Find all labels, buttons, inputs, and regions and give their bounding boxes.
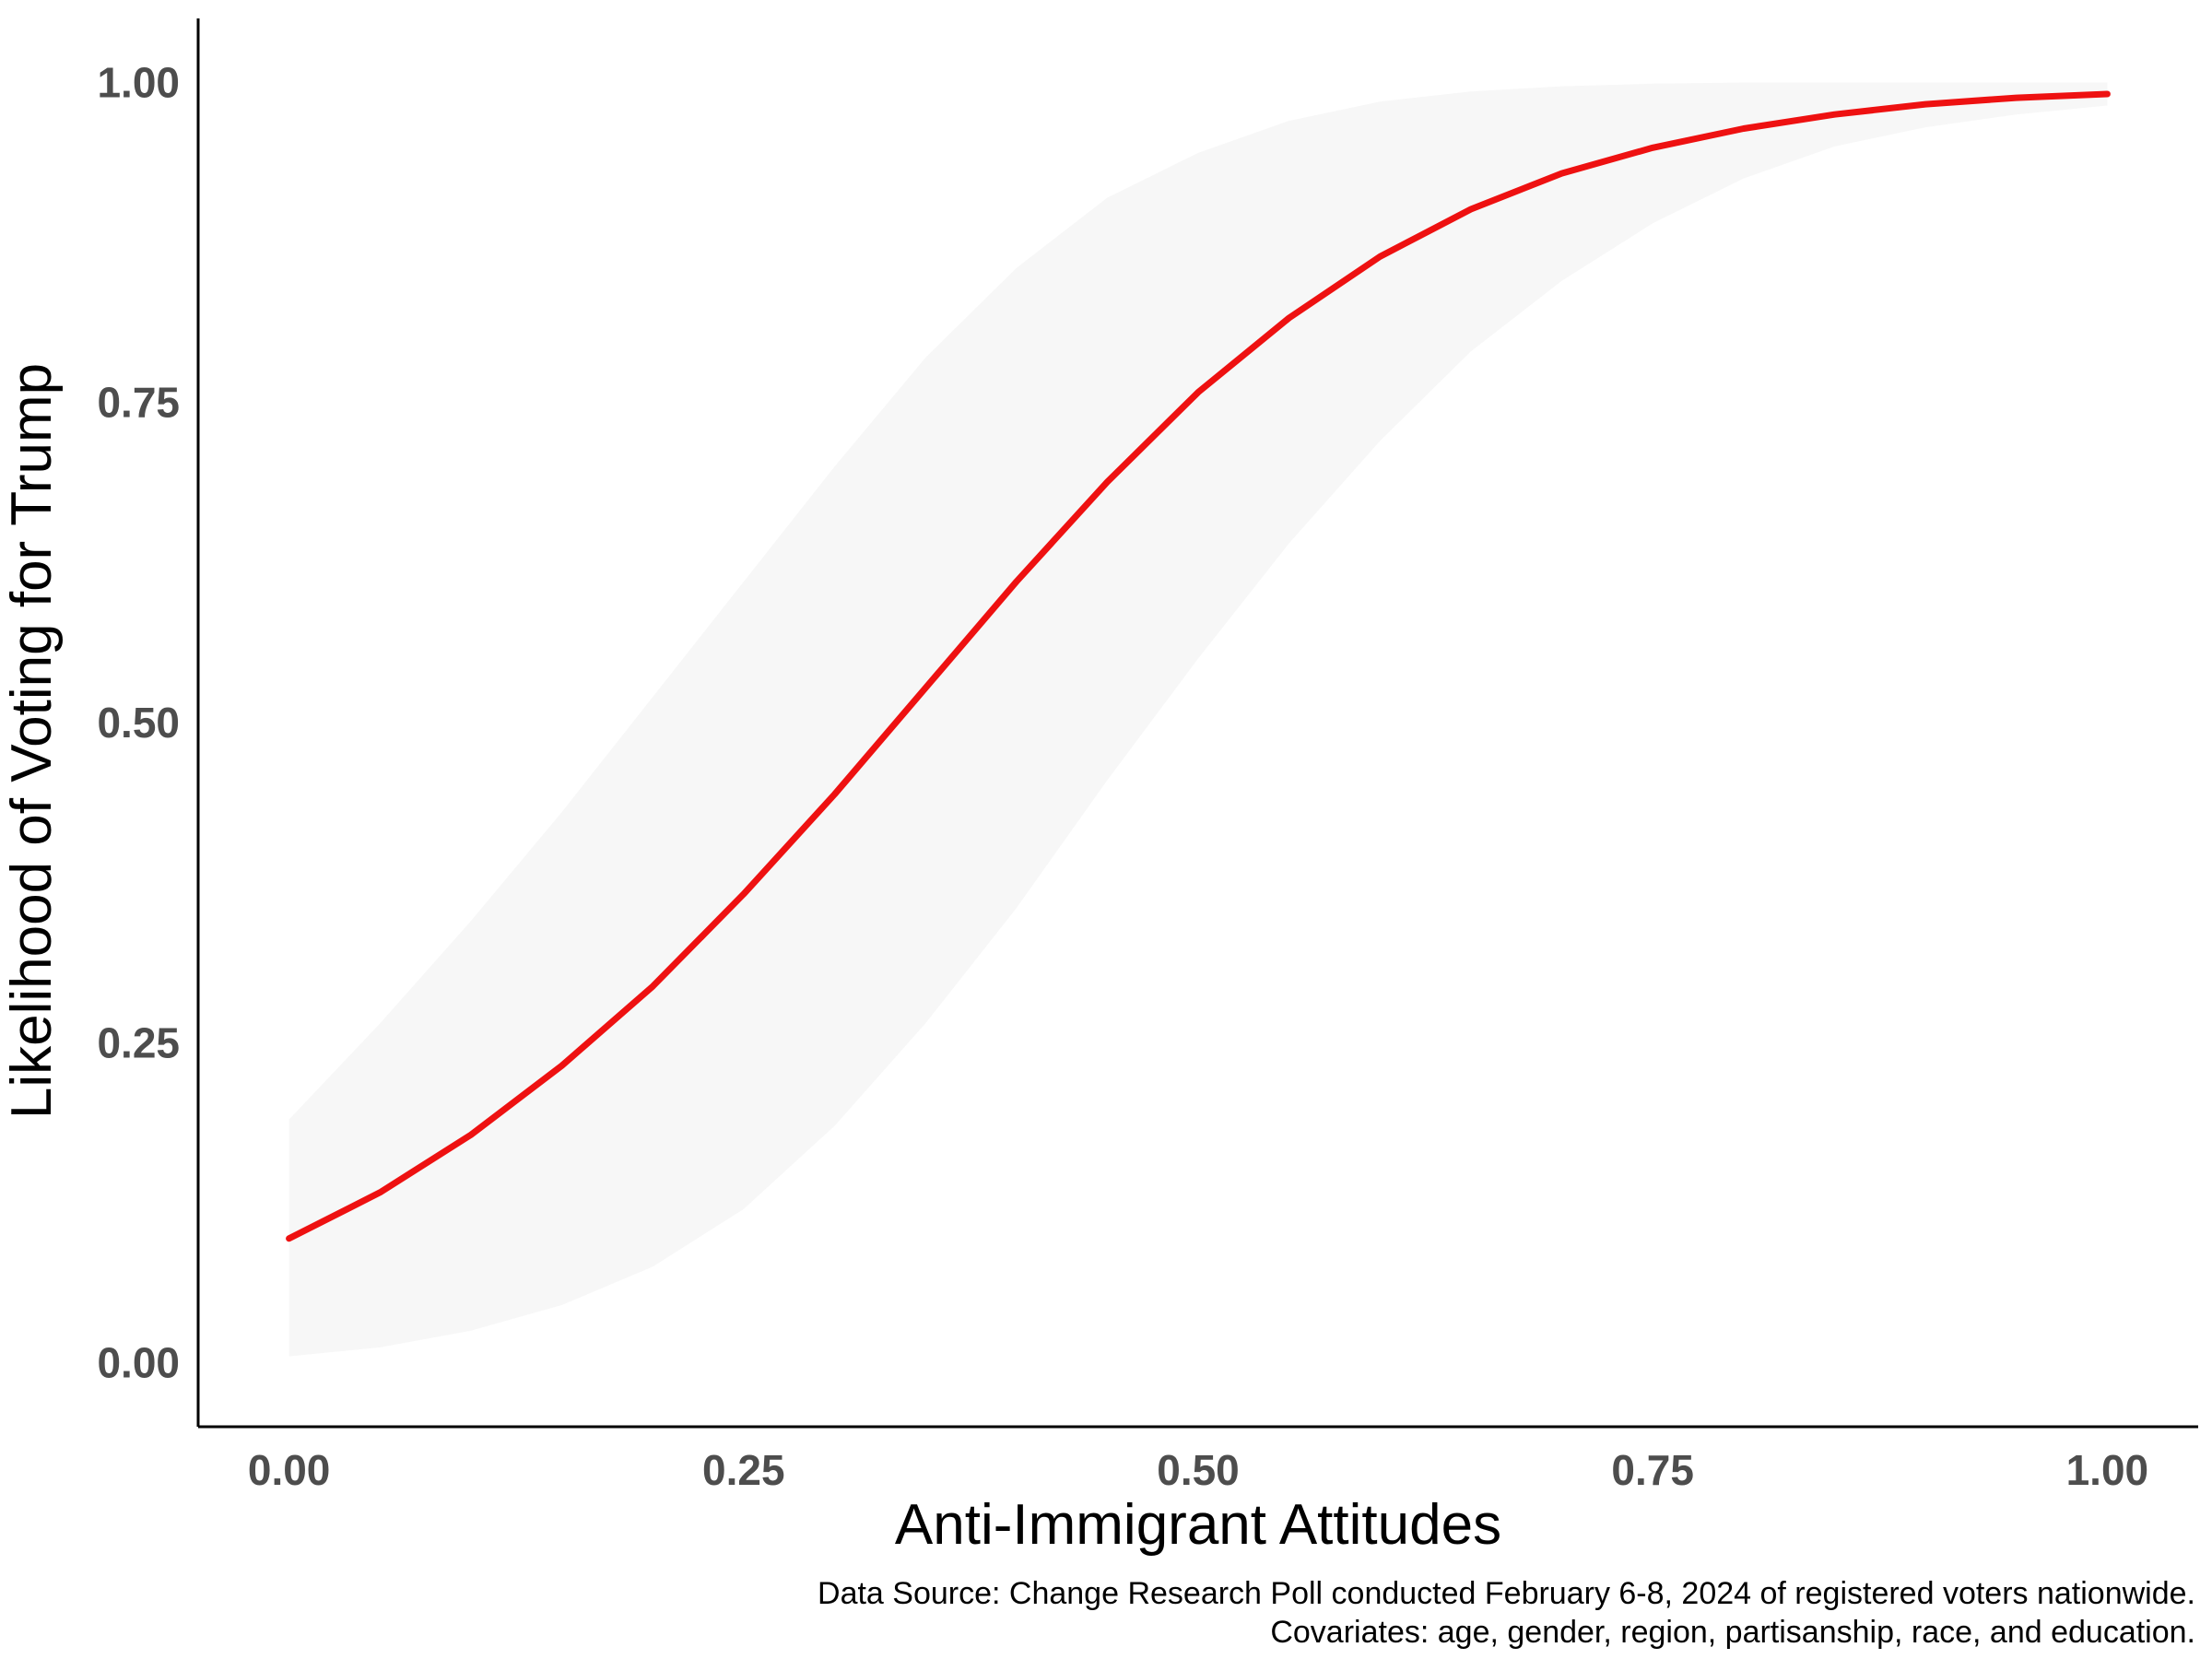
x-tick-label: 0.75 [1611, 1446, 1694, 1494]
x-tick-label: 0.25 [702, 1446, 785, 1494]
y-tick-label: 0.50 [97, 699, 180, 747]
x-axis-title: Anti-Immigrant Attitudes [895, 1493, 1501, 1557]
caption-data-source: Data Source: Change Research Poll conduc… [818, 1576, 2195, 1611]
y-tick-label: 1.00 [97, 58, 180, 106]
y-axis-title: Likelihood of Voting for Trump [0, 363, 64, 1119]
y-tick-label: 0.75 [97, 379, 180, 427]
caption-covariates: Covariates: age, gender, region, partisa… [1270, 1615, 2195, 1650]
fitted-line [286, 90, 2111, 1242]
y-tick-label: 0.00 [97, 1339, 180, 1387]
plot-area [286, 82, 2111, 1357]
x-axis-ticks: 0.00 0.25 0.50 0.75 1.00 [248, 1446, 2148, 1494]
x-tick-label: 0.50 [1157, 1446, 1240, 1494]
x-tick-label: 1.00 [2066, 1446, 2149, 1494]
confidence-band [288, 82, 2108, 1357]
x-tick-label: 0.00 [248, 1446, 331, 1494]
axes [196, 18, 2198, 1429]
y-axis-ticks: 0.00 0.25 0.50 0.75 1.00 [97, 58, 180, 1386]
y-tick-label: 0.25 [97, 1018, 180, 1066]
